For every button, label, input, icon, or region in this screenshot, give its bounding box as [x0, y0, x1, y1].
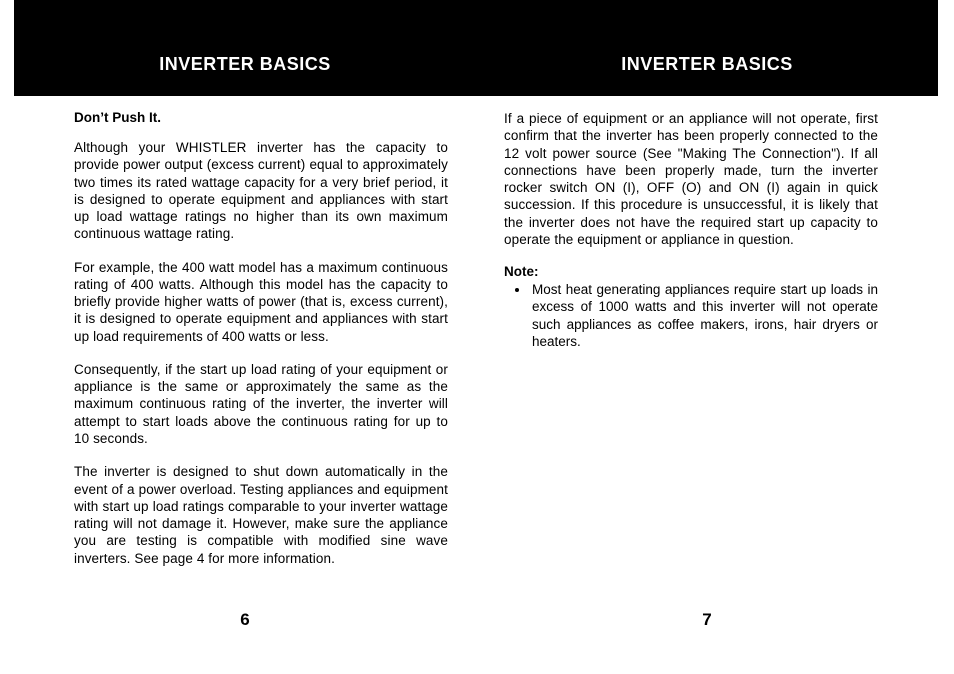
note-list: Most heat generating appliances require … — [504, 281, 878, 350]
left-paragraph: The inverter is designed to shut down au… — [74, 463, 448, 567]
left-page-number: 6 — [14, 610, 476, 630]
note-label: Note: — [504, 264, 878, 279]
left-page-title: INVERTER BASICS — [14, 54, 476, 75]
left-page-body: Don’t Push It. Although your WHISTLER in… — [14, 96, 476, 674]
right-page-number: 7 — [476, 610, 938, 630]
note-item: Most heat generating appliances require … — [530, 281, 878, 350]
document-spread: INVERTER BASICS Don’t Push It. Although … — [0, 0, 954, 674]
right-page-body: If a piece of equipment or an appliance … — [476, 96, 938, 674]
right-page: INVERTER BASICS If a piece of equipment … — [476, 40, 938, 674]
left-paragraph: For example, the 400 watt model has a ma… — [74, 259, 448, 345]
right-paragraph: If a piece of equipment or an appliance … — [504, 110, 878, 248]
two-page-spread: INVERTER BASICS Don’t Push It. Although … — [14, 40, 938, 674]
left-paragraph: Consequently, if the start up load ratin… — [74, 361, 448, 447]
left-paragraph: Although your WHISTLER inverter has the … — [74, 139, 448, 243]
left-page: INVERTER BASICS Don’t Push It. Although … — [14, 40, 476, 674]
right-page-title: INVERTER BASICS — [476, 54, 938, 75]
left-subhead: Don’t Push It. — [74, 110, 448, 125]
